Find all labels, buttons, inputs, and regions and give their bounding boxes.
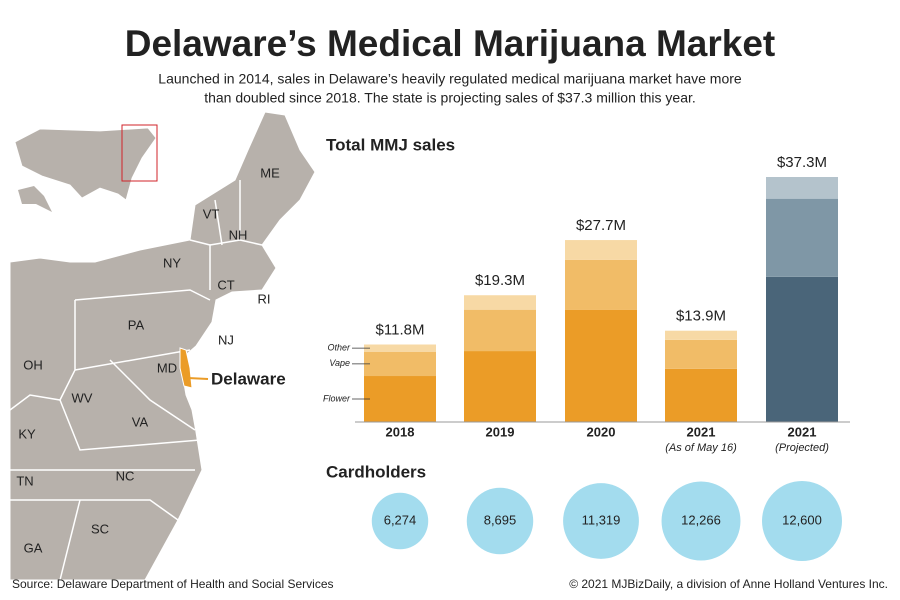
- us-inset: [14, 127, 157, 201]
- state-label: RI: [258, 291, 271, 306]
- bar-segment: [766, 198, 838, 277]
- state-label: KY: [18, 426, 36, 441]
- state-label: ME: [260, 165, 280, 180]
- value-label: 12,600: [782, 512, 822, 527]
- value-label: $11.8M: [376, 321, 425, 338]
- state-label: OH: [23, 357, 43, 372]
- borders: [9, 180, 263, 581]
- source: Source: Delaware Department of Health an…: [12, 577, 334, 591]
- state-label: PA: [128, 317, 145, 332]
- value-label: 12,266: [681, 512, 721, 527]
- state-label: WV: [72, 390, 93, 405]
- bar-segment: [565, 240, 637, 260]
- bar-segment: [665, 368, 737, 422]
- subtitle: than doubled since 2018. The state is pr…: [204, 90, 696, 106]
- bar-segment: [766, 276, 838, 422]
- bar-segment: [464, 309, 536, 352]
- bar-segment: [364, 376, 436, 422]
- state-label: SC: [91, 521, 109, 536]
- state-label: NJ: [218, 332, 234, 347]
- chart-title: Total MMJ sales: [326, 135, 455, 154]
- map: Delaware: [9, 111, 316, 581]
- bubble: [466, 487, 534, 555]
- bar-segment: [665, 339, 737, 369]
- x-tick-label: 2021: [687, 424, 716, 439]
- value-label: $19.3M: [475, 272, 525, 289]
- bubble: [661, 481, 741, 561]
- state-label: NC: [116, 468, 135, 483]
- bar-segment: [464, 351, 536, 422]
- legend-label: Flower: [323, 393, 351, 403]
- bar-segment: [464, 295, 536, 310]
- bubble: [371, 492, 429, 550]
- x-tick-note: (As of May 16): [665, 442, 737, 454]
- delaware-pointer: [187, 377, 209, 380]
- state-label: CT: [217, 277, 234, 292]
- state-label: VT: [203, 206, 220, 221]
- chart-title: Cardholders: [326, 462, 426, 481]
- credit: © 2021 MJBizDaily, a division of Anne Ho…: [569, 577, 888, 591]
- value-label: $37.3M: [777, 154, 827, 171]
- bar-segment: [665, 330, 737, 340]
- bar-segment: [565, 259, 637, 310]
- state-label: MD: [157, 360, 177, 375]
- x-tick-label: 2019: [486, 424, 515, 439]
- state-label: TN: [16, 473, 33, 488]
- bar-segment: [364, 351, 436, 377]
- value-label: $13.9M: [676, 308, 726, 325]
- state-label: VA: [132, 414, 149, 429]
- value-label: 11,319: [582, 512, 621, 527]
- x-tick-label: 2018: [386, 424, 415, 439]
- legend-label: Other: [327, 342, 351, 352]
- bar-segment: [364, 344, 436, 352]
- x-tick-label: 2021: [788, 424, 817, 439]
- x-tick-label: 2020: [587, 424, 616, 439]
- state-label: NY: [163, 255, 181, 270]
- inset-frame: [121, 124, 158, 182]
- bar-segment: [766, 177, 838, 199]
- value-label: $27.7M: [576, 217, 626, 234]
- bubble: [563, 483, 639, 559]
- state-label: NH: [229, 227, 248, 242]
- alaska-inset: [18, 186, 52, 212]
- x-tick-note: (Projected): [775, 442, 829, 454]
- delaware-label: Delaware: [211, 369, 286, 388]
- bar-segment: [565, 309, 637, 422]
- state-label: GA: [24, 540, 43, 555]
- bubble: [762, 481, 842, 561]
- legend-label: Vape: [329, 358, 350, 368]
- subtitle: Launched in 2014, sales in Delaware’s he…: [158, 71, 742, 87]
- value-label: 8,695: [484, 512, 517, 527]
- value-label: 6,274: [384, 512, 417, 527]
- title: Delaware’s Medical Marijuana Market: [125, 23, 776, 64]
